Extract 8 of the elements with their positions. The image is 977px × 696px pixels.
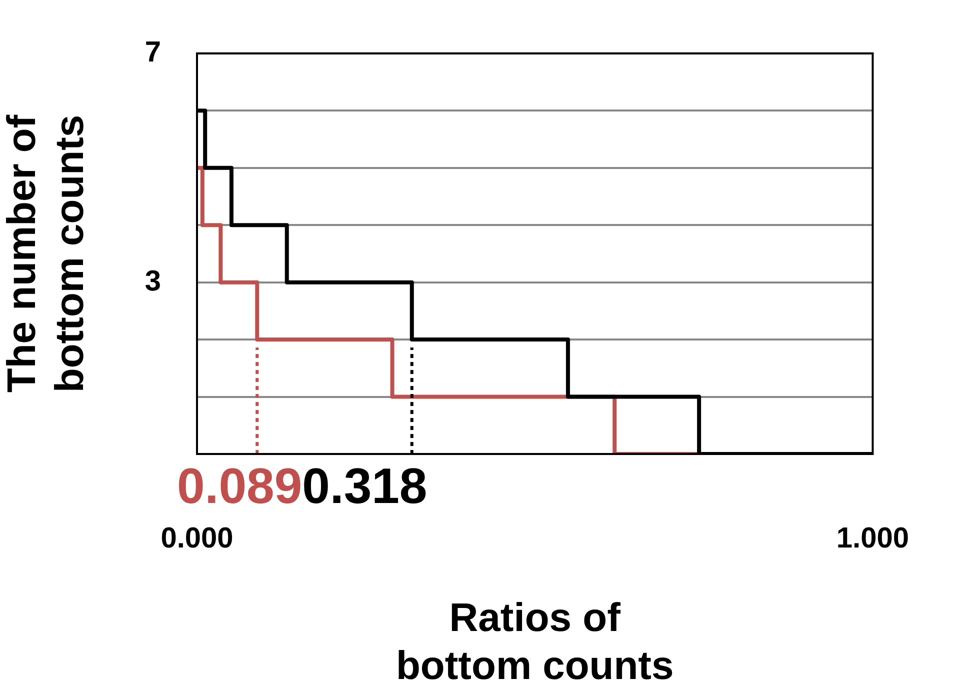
ref-line-label: 0.089 bbox=[177, 458, 302, 514]
x-tick-label: 0.000 bbox=[160, 522, 234, 554]
ref-line-label: 0.318 bbox=[302, 458, 428, 514]
x-tick-label: 1.000 bbox=[836, 522, 910, 554]
y-tick-label: 7 bbox=[144, 36, 161, 68]
y-axis-title: The number of bottom counts bbox=[0, 114, 92, 393]
x-axis-title: Ratios of bottom counts bbox=[396, 596, 674, 688]
y-tick-label: 3 bbox=[144, 265, 161, 298]
